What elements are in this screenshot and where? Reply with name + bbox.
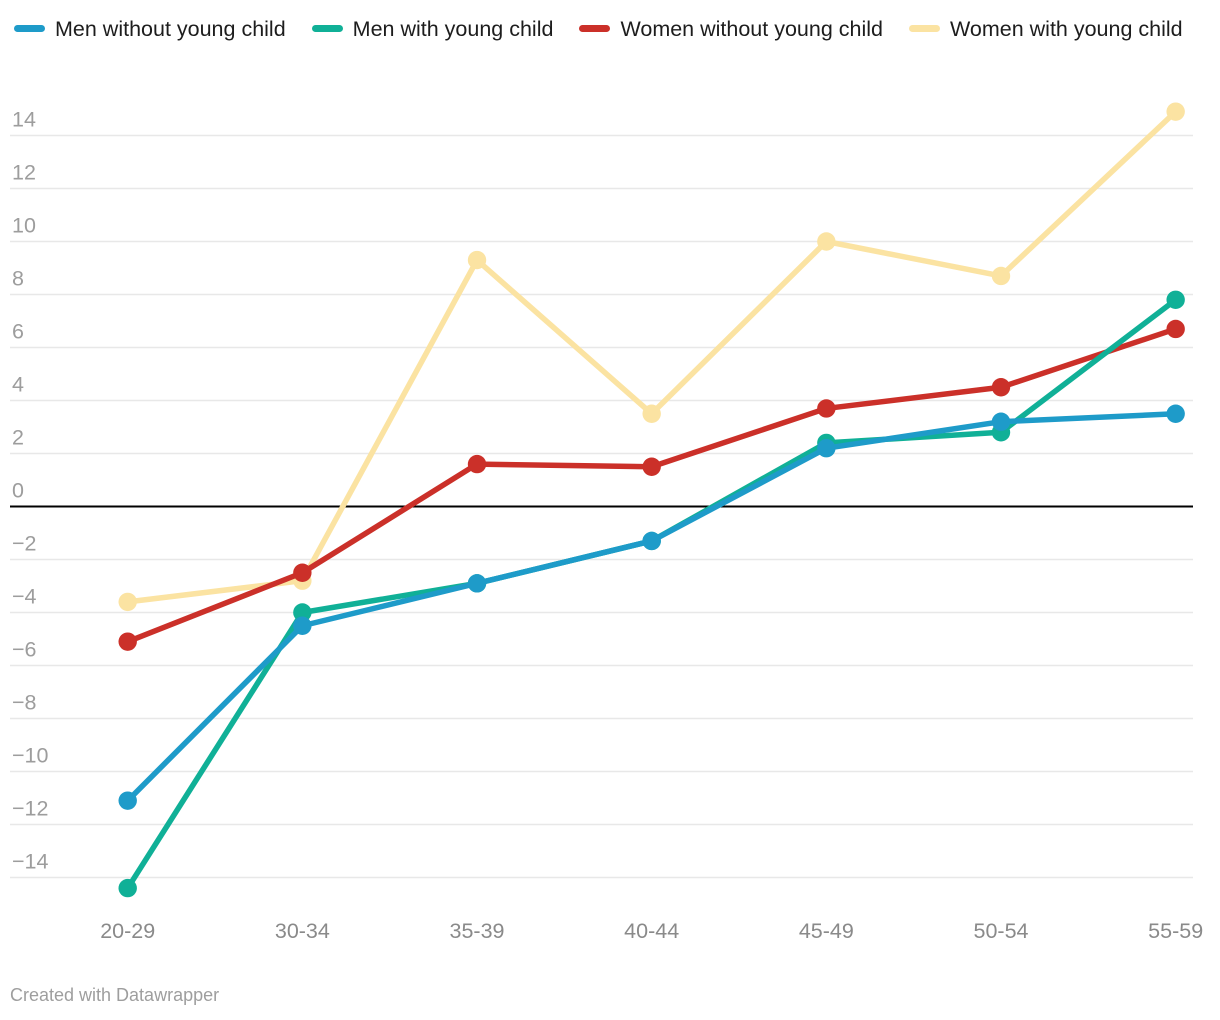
y-tick-label: −4 xyxy=(12,585,37,609)
chart-credit: Created with Datawrapper xyxy=(10,985,220,1005)
y-tick-label: −2 xyxy=(12,532,37,556)
legend-item: Women without young child xyxy=(579,17,901,41)
legend-item: Men with young child xyxy=(311,17,572,41)
data-point[interactable] xyxy=(1166,102,1185,121)
legend-label: Men without young child xyxy=(55,17,286,41)
data-point[interactable] xyxy=(1166,290,1185,309)
series-line xyxy=(124,326,1179,645)
data-point[interactable] xyxy=(467,250,487,270)
y-tick-label: 4 xyxy=(12,373,24,397)
legend-swatch-icon xyxy=(311,24,343,32)
legend-label: Women without young child xyxy=(620,17,883,41)
y-tick-label: 10 xyxy=(12,214,36,238)
legend-swatch-icon xyxy=(14,24,45,32)
x-axis-label: 40-44 xyxy=(624,919,679,943)
x-axis-label: 30-34 xyxy=(275,919,330,943)
data-point[interactable] xyxy=(467,574,487,593)
data-point[interactable] xyxy=(817,399,836,418)
x-axis-label: 20-29 xyxy=(100,919,155,943)
y-tick-label: −14 xyxy=(12,850,49,874)
data-point[interactable] xyxy=(293,563,312,582)
series-line xyxy=(124,297,1179,891)
data-point[interactable] xyxy=(293,603,312,622)
x-axis-label: 45-49 xyxy=(799,919,854,943)
legend-label: Women with young child xyxy=(949,17,1183,41)
data-point[interactable] xyxy=(1166,404,1185,423)
data-point[interactable] xyxy=(817,439,836,458)
data-point[interactable] xyxy=(991,412,1011,431)
data-point[interactable] xyxy=(118,632,137,651)
x-axis-label: 35-39 xyxy=(450,919,505,943)
data-point[interactable] xyxy=(991,378,1011,397)
y-tick-label: −12 xyxy=(12,797,48,821)
data-point[interactable] xyxy=(991,266,1011,286)
data-point[interactable] xyxy=(293,616,312,635)
data-point[interactable] xyxy=(642,404,661,423)
y-tick-label: 2 xyxy=(12,426,24,450)
data-point[interactable] xyxy=(467,454,487,474)
legend-label: Men with young child xyxy=(352,17,554,41)
chart-legend: Men without young child Men with young ch… xyxy=(14,10,1210,48)
data-point[interactable] xyxy=(118,592,137,612)
y-tick-label: −10 xyxy=(12,744,49,768)
y-tick-label: −8 xyxy=(12,691,37,715)
data-point[interactable] xyxy=(642,531,661,551)
data-point[interactable] xyxy=(642,457,661,476)
y-tick-label: 0 xyxy=(12,479,24,503)
series-line xyxy=(124,108,1179,605)
legend-swatch-icon xyxy=(908,24,940,32)
x-axis-label: 50-54 xyxy=(974,919,1029,943)
y-tick-label: 12 xyxy=(12,161,36,185)
legend-item: Men without young child xyxy=(14,17,304,41)
legend-item: Women with young child xyxy=(908,17,1201,41)
y-tick-label: 8 xyxy=(12,267,24,291)
data-point[interactable] xyxy=(118,878,137,898)
data-point[interactable] xyxy=(1166,319,1185,339)
legend-swatch-icon xyxy=(579,24,611,32)
data-point[interactable] xyxy=(817,232,836,251)
y-tick-label: −6 xyxy=(12,638,37,662)
y-tick-label: 6 xyxy=(12,320,24,344)
data-point[interactable] xyxy=(118,791,137,810)
y-tick-label: 14 xyxy=(12,108,36,132)
x-axis-label: 55-59 xyxy=(1148,919,1203,943)
